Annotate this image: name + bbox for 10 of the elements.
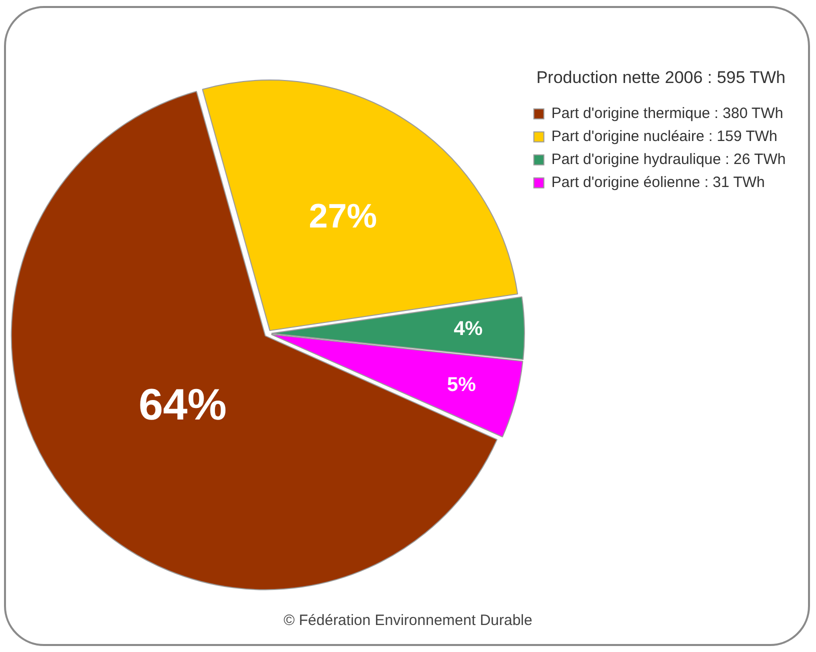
- legend-label: Part d'origine éolienne : 31 TWh: [551, 174, 765, 192]
- data-label: 5%: [446, 374, 476, 396]
- data-label: 27%: [308, 197, 377, 236]
- legend-label: Part d'origine hydraulique : 26 TWh: [551, 151, 786, 168]
- legend-label: Part d'origine thermique : 380 TWh: [551, 105, 784, 122]
- text: © Fédération Environnement Durable: [282, 612, 534, 629]
- legend-title: Production nette 2006 : 595 TWh: [536, 68, 786, 88]
- legend-label: Part d'origine nucléaire : 159 TWh: [551, 128, 778, 146]
- data-label: 4%: [454, 318, 483, 340]
- data-label: 64%: [138, 380, 227, 430]
